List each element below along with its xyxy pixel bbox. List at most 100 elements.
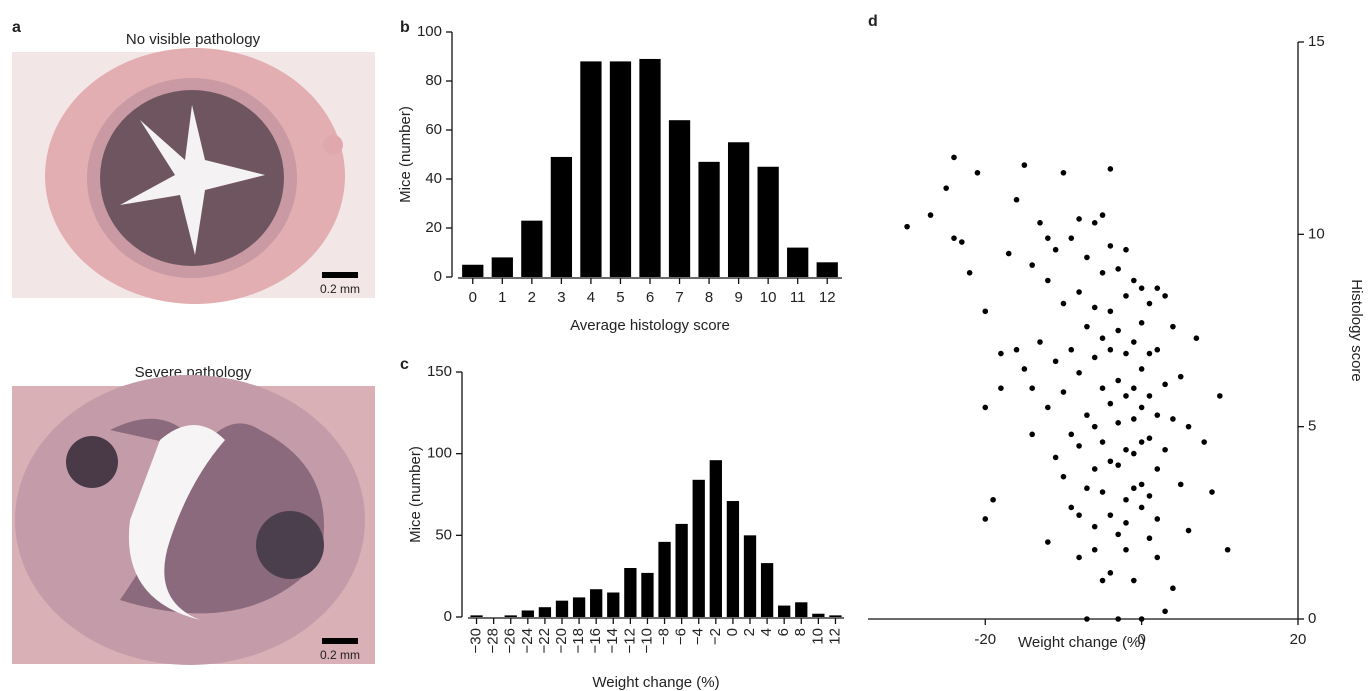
point xyxy=(1091,354,1098,361)
point xyxy=(1091,546,1098,553)
point xyxy=(1209,489,1215,495)
panel-label: c xyxy=(400,356,409,373)
point xyxy=(1013,196,1020,203)
point xyxy=(1076,443,1082,449)
point xyxy=(1115,377,1121,384)
point xyxy=(1177,481,1184,488)
bar xyxy=(787,247,809,277)
scale-bar-label: 0.2 mm xyxy=(320,648,360,662)
y-tick-label: 50 xyxy=(435,526,452,543)
point xyxy=(1084,616,1090,622)
bar xyxy=(572,597,586,617)
point xyxy=(1123,520,1129,526)
point xyxy=(1170,323,1176,330)
x-tick-label: 3 xyxy=(557,289,565,306)
point xyxy=(1099,489,1106,495)
point xyxy=(1068,346,1075,353)
point xyxy=(1029,262,1035,268)
point xyxy=(1091,466,1098,472)
point xyxy=(1021,162,1028,168)
bar xyxy=(658,541,671,617)
point xyxy=(1060,389,1067,395)
x-tick-label: 12 xyxy=(826,628,843,645)
scale-bar-label: 0.2 mm xyxy=(320,282,360,296)
bar xyxy=(607,592,620,617)
point xyxy=(1099,212,1106,218)
point xyxy=(1185,423,1192,430)
y-tick-label: 100 xyxy=(417,23,442,40)
point xyxy=(1045,277,1051,284)
point xyxy=(1177,373,1184,380)
point xyxy=(1138,616,1145,622)
point xyxy=(1099,385,1106,392)
image-title: No visible pathology xyxy=(126,31,261,48)
x-tick-label: 5 xyxy=(616,289,624,306)
point xyxy=(1099,335,1106,341)
bar xyxy=(812,613,825,617)
point xyxy=(1068,504,1075,511)
bar xyxy=(590,589,603,617)
bar xyxy=(760,563,774,617)
x-axis-label: Average histology score xyxy=(570,317,730,334)
point xyxy=(1005,250,1012,257)
bar xyxy=(470,615,483,617)
bar xyxy=(639,58,661,278)
y-tick-label: 150 xyxy=(427,363,452,380)
point xyxy=(1045,404,1051,411)
point xyxy=(1154,466,1161,472)
point xyxy=(1013,346,1020,353)
x-axis-label: Weight change (%) xyxy=(592,674,719,691)
point xyxy=(1084,323,1090,330)
point xyxy=(1076,512,1082,518)
point xyxy=(1107,570,1114,576)
point xyxy=(1123,496,1129,503)
panel-label: a xyxy=(12,19,21,36)
x-tick-label: -20 xyxy=(974,631,996,648)
y-tick-label: 0 xyxy=(434,268,442,285)
point xyxy=(927,212,934,218)
point xyxy=(1131,339,1137,345)
bar xyxy=(829,615,842,617)
point xyxy=(1123,293,1129,299)
point xyxy=(1217,393,1223,399)
point xyxy=(1037,219,1043,226)
point xyxy=(974,169,981,176)
point xyxy=(1146,350,1153,357)
x-tick-label: −10 xyxy=(638,628,655,653)
point xyxy=(1185,527,1192,534)
point xyxy=(1115,266,1121,272)
bar xyxy=(675,523,688,617)
x-tick-label: −4 xyxy=(690,628,707,645)
point xyxy=(1076,216,1082,222)
y-tick-label: 10 xyxy=(1308,225,1325,242)
point xyxy=(1107,458,1114,465)
y-tick-label: 15 xyxy=(1308,33,1325,50)
point xyxy=(1131,385,1137,392)
bar xyxy=(641,572,654,617)
x-tick-label: 8 xyxy=(792,628,809,636)
bar xyxy=(504,615,517,617)
y-axis-label: Histology score xyxy=(1348,279,1365,382)
point xyxy=(1068,235,1075,241)
point xyxy=(1076,554,1082,561)
x-tick-label: 2 xyxy=(528,289,536,306)
point xyxy=(1068,431,1075,438)
point xyxy=(1029,385,1035,392)
point xyxy=(1060,473,1067,480)
point xyxy=(1091,423,1098,430)
y-tick-label: 0 xyxy=(1308,610,1316,627)
x-tick-label: 7 xyxy=(675,289,683,306)
point xyxy=(1131,450,1137,457)
point xyxy=(1045,235,1051,241)
bar xyxy=(709,460,722,617)
point xyxy=(1115,327,1121,334)
point xyxy=(1201,439,1207,445)
point xyxy=(1154,346,1161,353)
point xyxy=(1138,481,1145,488)
point xyxy=(1131,577,1137,584)
point xyxy=(1154,285,1161,291)
point xyxy=(1107,166,1114,172)
point xyxy=(1115,462,1121,468)
x-tick-label: −6 xyxy=(673,628,690,645)
